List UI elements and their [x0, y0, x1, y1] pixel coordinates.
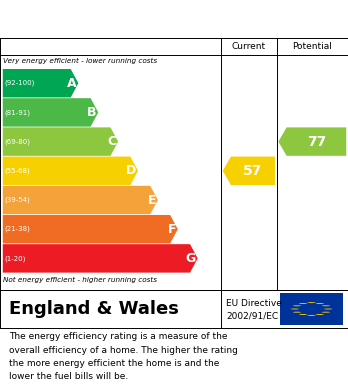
Polygon shape [3, 156, 138, 185]
Text: E: E [148, 194, 156, 206]
Circle shape [293, 305, 301, 306]
Text: The energy efficiency rating is a measure of the
overall efficiency of a home. T: The energy efficiency rating is a measur… [9, 332, 238, 381]
Polygon shape [3, 186, 158, 214]
Bar [280, 293, 343, 325]
Text: (39-54): (39-54) [5, 197, 30, 203]
Text: 77: 77 [307, 135, 326, 149]
Text: (1-20): (1-20) [5, 255, 26, 262]
Circle shape [307, 302, 316, 303]
Text: C: C [107, 135, 116, 148]
Text: Potential: Potential [292, 42, 332, 51]
Circle shape [293, 312, 301, 313]
Polygon shape [3, 98, 98, 127]
Text: England & Wales: England & Wales [9, 300, 179, 318]
Circle shape [299, 303, 307, 304]
Circle shape [316, 314, 324, 315]
Circle shape [322, 305, 330, 306]
Circle shape [307, 315, 316, 316]
Circle shape [322, 312, 330, 313]
Text: 2002/91/EC: 2002/91/EC [226, 311, 278, 320]
Circle shape [324, 308, 332, 309]
Text: 57: 57 [243, 164, 263, 178]
Text: D: D [126, 164, 136, 177]
Circle shape [299, 314, 307, 315]
Polygon shape [278, 127, 346, 156]
Text: (81-91): (81-91) [5, 109, 31, 116]
Text: Energy Efficiency Rating: Energy Efficiency Rating [9, 11, 230, 27]
Polygon shape [3, 244, 198, 273]
Text: (21-38): (21-38) [5, 226, 30, 232]
Polygon shape [3, 127, 118, 156]
Text: (55-68): (55-68) [5, 168, 30, 174]
Text: Current: Current [232, 42, 266, 51]
Polygon shape [3, 69, 78, 97]
Circle shape [316, 303, 324, 304]
Text: A: A [67, 77, 77, 90]
Text: (92-100): (92-100) [5, 80, 35, 86]
Text: (69-80): (69-80) [5, 138, 31, 145]
Circle shape [291, 308, 299, 309]
Text: EU Directive: EU Directive [226, 299, 282, 308]
Polygon shape [223, 156, 275, 185]
Text: G: G [186, 252, 196, 265]
Text: Not energy efficient - higher running costs: Not energy efficient - higher running co… [3, 277, 158, 283]
Text: Very energy efficient - lower running costs: Very energy efficient - lower running co… [3, 57, 158, 64]
Polygon shape [3, 215, 178, 244]
Text: B: B [87, 106, 96, 119]
Text: F: F [168, 223, 176, 236]
